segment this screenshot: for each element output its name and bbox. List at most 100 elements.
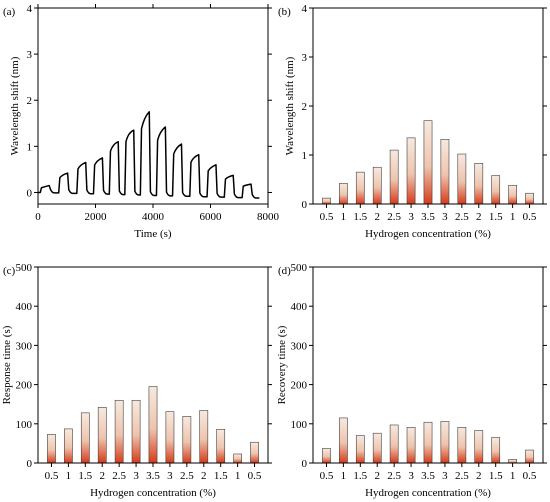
bar	[114, 399, 124, 464]
x-axis-label: Hydrogen concentration (%)	[365, 228, 491, 240]
plot-frame	[312, 266, 544, 464]
x-axis-label: Hydrogen concentration (%)	[365, 487, 491, 499]
x-tick-label: 1	[341, 211, 347, 223]
x-tick-label: 1.5	[489, 211, 503, 223]
bar	[440, 421, 450, 464]
panel-a: (a) 0 1 2 3 4 Wavelength shift (nm) Time (s) 0 20…	[3, 3, 280, 240]
x-tick-label: 1.5	[489, 470, 503, 482]
y-axis-label: Recovery time (s)	[276, 325, 288, 404]
x-tick-label: 3	[133, 470, 139, 482]
plot-frame	[312, 7, 544, 205]
y-tick-label: 400	[16, 301, 33, 313]
y-tick-label: 0	[27, 458, 33, 470]
bar	[322, 197, 331, 205]
y-tick-label: 1	[27, 141, 33, 153]
x-axis-label: Time (s)	[134, 228, 172, 240]
plot-frame	[37, 266, 269, 464]
y-tick-label: 500	[16, 262, 33, 274]
bar	[165, 411, 175, 464]
x-tick-label: 1	[341, 470, 347, 482]
panel-b: (b) 0 1 2 3 4 Wavelength shift (nm) Hydrogen co…	[278, 3, 547, 240]
x-tick-label: 3	[408, 470, 414, 482]
bar	[389, 149, 399, 205]
bar	[423, 421, 433, 464]
x-tick-label: 3.5	[421, 211, 435, 223]
x-tick-label: 0.5	[248, 470, 262, 482]
bar	[474, 430, 484, 464]
bar	[47, 434, 56, 464]
x-tick-label: 1	[510, 211, 516, 223]
x-tick-label: 2.5	[387, 211, 401, 223]
plot-frame	[37, 7, 269, 205]
y-tick-label: 400	[291, 301, 308, 313]
bar	[148, 386, 158, 464]
y-tick-label: 2	[27, 95, 33, 107]
x-tick-label: 0.5	[320, 211, 334, 223]
y-tick-label: 1	[302, 150, 308, 162]
bar	[250, 441, 259, 464]
x-tick-label: 2000	[85, 211, 108, 223]
y-axis-label: Response time (s)	[1, 325, 13, 404]
x-tick-label: 8000	[257, 211, 280, 223]
x-tick-label: 2.5	[180, 470, 194, 482]
bar	[97, 407, 107, 464]
bar	[131, 399, 141, 464]
x-tick-label: 2	[201, 470, 207, 482]
y-tick-label: 4	[302, 3, 308, 15]
bar	[355, 435, 365, 464]
x-tick-label: 1.5	[353, 470, 367, 482]
y-axis-label: Wavelength shift (nm)	[9, 56, 21, 155]
bar	[64, 428, 73, 464]
bar	[199, 410, 209, 464]
y-tick-label: 0	[302, 199, 308, 211]
bar	[389, 424, 399, 464]
y-tick-label: 100	[291, 419, 308, 431]
bar	[372, 432, 382, 464]
panel-label: (c)	[3, 265, 16, 277]
y-tick-label: 100	[16, 419, 33, 431]
bar	[182, 416, 192, 464]
panel-label: (b)	[278, 6, 291, 18]
y-tick-label: 200	[16, 380, 33, 392]
bar	[322, 448, 331, 464]
panel-c: (c) 0 100 200 300 400 500 Response time (s) Hydr…	[1, 262, 272, 499]
x-tick-label: 3.5	[146, 470, 160, 482]
x-axis-label: Hydrogen concentration (%)	[90, 487, 216, 499]
bar	[355, 171, 365, 205]
bar	[233, 453, 242, 464]
x-tick-label: 0.5	[523, 211, 537, 223]
panel-d: (d) 0 100 200 300 400 500 Recovery time (s) Hydr…	[276, 262, 547, 499]
series-line	[38, 111, 260, 199]
bar	[440, 139, 450, 205]
x-tick-label: 1.5	[214, 470, 228, 482]
x-tick-label: 1	[235, 470, 241, 482]
x-tick-label: 3	[167, 470, 173, 482]
x-tick-label: 4000	[142, 211, 165, 223]
bar	[508, 459, 517, 464]
x-tick-label: 2.5	[387, 470, 401, 482]
panel-label: (d)	[278, 265, 291, 277]
y-tick-label: 500	[291, 262, 308, 274]
x-tick-label: 1.5	[353, 211, 367, 223]
x-tick-label: 2.5	[455, 211, 469, 223]
bar	[457, 427, 467, 464]
bar	[339, 183, 348, 205]
x-tick-label: 0.5	[45, 470, 59, 482]
x-tick-label: 1	[510, 470, 516, 482]
x-tick-label: 0.5	[320, 470, 334, 482]
bar	[525, 449, 534, 464]
bar	[216, 428, 226, 464]
x-tick-label: 3	[442, 211, 448, 223]
x-tick-label: 2	[476, 470, 482, 482]
y-tick-label: 200	[291, 380, 308, 392]
panel-label: (a)	[3, 6, 16, 18]
bar	[457, 153, 467, 205]
y-tick-label: 4	[27, 3, 33, 15]
x-tick-label: 3.5	[421, 470, 435, 482]
bar	[372, 166, 382, 205]
y-tick-label: 3	[302, 52, 308, 64]
x-tick-label: 2.5	[455, 470, 469, 482]
y-tick-label: 2	[302, 101, 308, 113]
bar	[474, 163, 484, 205]
